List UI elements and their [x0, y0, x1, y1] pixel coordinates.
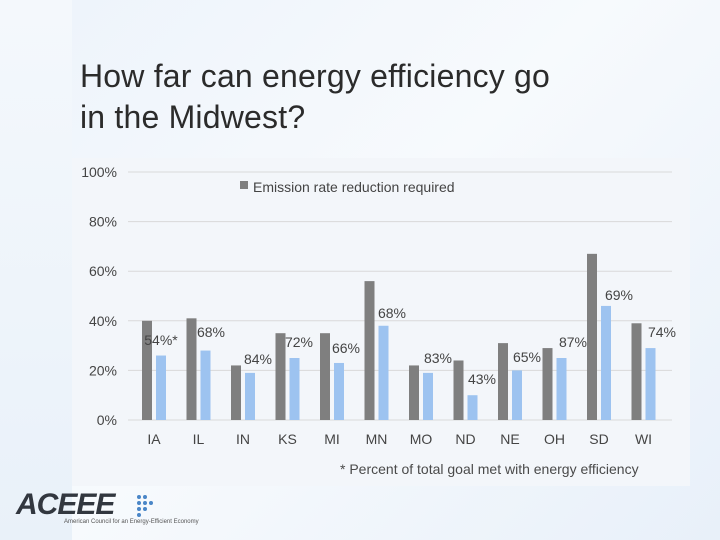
x-tick-label: ND: [455, 431, 475, 447]
logo-text: ACEEE: [16, 488, 115, 521]
bar-efficiency: [245, 372, 255, 420]
bar-emission: [231, 365, 241, 420]
x-tick-label: NE: [500, 431, 519, 447]
data-label: 43%: [468, 371, 496, 387]
bar-emission: [587, 253, 597, 420]
bar-efficiency: [156, 355, 166, 420]
data-label: 74%: [648, 324, 676, 340]
bar-emission: [275, 333, 286, 420]
bar-efficiency: [512, 370, 522, 420]
y-tick-label: 80%: [89, 214, 117, 230]
title-line-2: in the Midwest?: [80, 99, 306, 135]
x-tick-label: MI: [324, 431, 340, 447]
x-tick-label: WI: [635, 431, 652, 447]
y-tick-label: 40%: [89, 313, 117, 329]
bar-emission: [364, 281, 375, 420]
title-line-1: How far can energy efficiency go: [80, 58, 551, 94]
bar-emission: [409, 365, 419, 420]
bar-emission: [542, 348, 553, 420]
bar-emission: [631, 323, 642, 420]
bar-efficiency: [467, 395, 478, 420]
data-label: 65%: [513, 349, 541, 365]
data-label: 69%: [605, 287, 633, 303]
data-label: 83%: [424, 350, 452, 366]
data-label: 72%: [285, 334, 313, 350]
logo-dots-icon: [137, 495, 153, 517]
data-label: 54%*: [144, 332, 178, 348]
y-tick-label: 20%: [89, 362, 117, 378]
y-tick-label: 60%: [89, 263, 117, 279]
bar-efficiency: [334, 362, 344, 420]
bar-efficiency: [200, 350, 211, 420]
y-tick-label: 100%: [81, 164, 117, 180]
bar-emission: [142, 320, 152, 420]
x-tick-label: IN: [236, 431, 250, 447]
x-tick-label: KS: [278, 431, 297, 447]
data-label: 66%: [332, 340, 360, 356]
bar-emission: [453, 360, 464, 420]
slide-title: How far can energy efficiency go in the …: [80, 56, 680, 138]
bar-efficiency: [289, 358, 300, 420]
slide-background-strip: [0, 0, 72, 540]
data-label: 68%: [197, 324, 225, 340]
bar-emission: [498, 343, 508, 420]
legend-label: Emission rate reduction required: [253, 179, 455, 195]
footnote: * Percent of total goal met with energy …: [340, 461, 639, 477]
bar-emission: [320, 333, 330, 420]
x-tick-label: IL: [193, 431, 205, 447]
x-tick-label: SD: [589, 431, 608, 447]
data-label: 87%: [559, 334, 587, 350]
aceee-logo: ACEEE American Council for an Energy-Eff…: [16, 488, 199, 534]
logo-subtitle: American Council for an Energy-Efficient…: [64, 519, 199, 525]
bar-efficiency: [378, 325, 389, 420]
x-tick-label: OH: [544, 431, 565, 447]
bar-efficiency: [601, 305, 611, 420]
bar-emission: [186, 318, 197, 420]
x-tick-label: MO: [410, 431, 433, 447]
x-tick-label: MN: [366, 431, 388, 447]
bar-efficiency: [645, 348, 656, 420]
y-tick-label: 0%: [97, 412, 117, 428]
legend-swatch: [240, 181, 248, 189]
data-label: 68%: [378, 305, 406, 321]
bar-efficiency: [423, 372, 433, 420]
data-label: 84%: [244, 351, 272, 367]
bar-efficiency: [556, 358, 567, 420]
x-tick-label: IA: [147, 431, 161, 447]
